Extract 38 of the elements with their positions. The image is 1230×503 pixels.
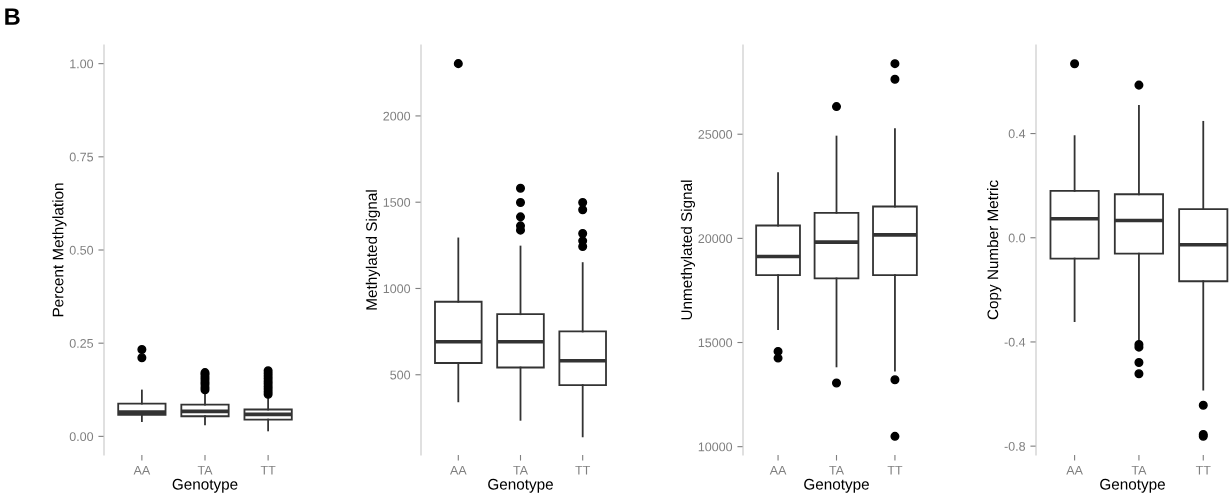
x-tick-label: TA xyxy=(829,465,844,475)
x-axis-title: Genotype xyxy=(488,478,553,493)
y-tick-label: 1000 xyxy=(383,284,411,294)
y-tick-label: 20000 xyxy=(698,234,733,244)
y-tick-label: 25000 xyxy=(698,130,733,139)
y-axis-title: Methylated Signal xyxy=(365,190,380,310)
x-tick-label: TA xyxy=(197,465,213,475)
y-tick-label: 1500 xyxy=(383,198,411,207)
y-axis-title: Copy Number Metric xyxy=(987,180,1002,320)
x-axis-title: Genotype xyxy=(172,478,238,493)
y-tick-label: -0.8 xyxy=(1004,441,1026,451)
y-tick-label: 0.00 xyxy=(69,432,94,442)
x-tick-label: AA xyxy=(769,465,787,475)
y-tick-label: 0.4 xyxy=(1008,129,1026,139)
x-tick-label: TT xyxy=(1195,465,1211,475)
y-tick-label: 15000 xyxy=(698,338,733,348)
x-tick-label: TA xyxy=(513,465,528,475)
x-tick-label: AA xyxy=(450,465,467,475)
x-tick-label: TA xyxy=(1131,465,1147,475)
x-tick-label: TT xyxy=(887,465,903,475)
x-axis-title: Genotype xyxy=(1100,478,1165,493)
x-axis-title: Genotype xyxy=(804,478,869,493)
text: B xyxy=(5,8,20,25)
x-tick-label: AA xyxy=(1066,465,1083,475)
y-tick-label: 0.0 xyxy=(1008,233,1026,243)
y-tick-label: 0.50 xyxy=(69,245,94,255)
y-tick-label: 1.00 xyxy=(70,59,94,69)
y-tick-label: 0.25 xyxy=(69,338,94,348)
y-axis-title: Unmethylated Signal xyxy=(680,180,696,320)
x-tick-label: TT xyxy=(260,465,276,475)
y-tick-label: -0.4 xyxy=(1004,337,1026,347)
y-tick-label: 0.75 xyxy=(69,152,94,162)
y-tick-label: 2000 xyxy=(383,111,411,121)
y-tick-label: 10000 xyxy=(698,442,733,452)
y-axis-title: Percent Methylation xyxy=(52,183,67,317)
x-tick-label: TT xyxy=(575,465,591,475)
y-tick-label: 500 xyxy=(390,370,411,380)
x-tick-label: AA xyxy=(133,465,151,475)
